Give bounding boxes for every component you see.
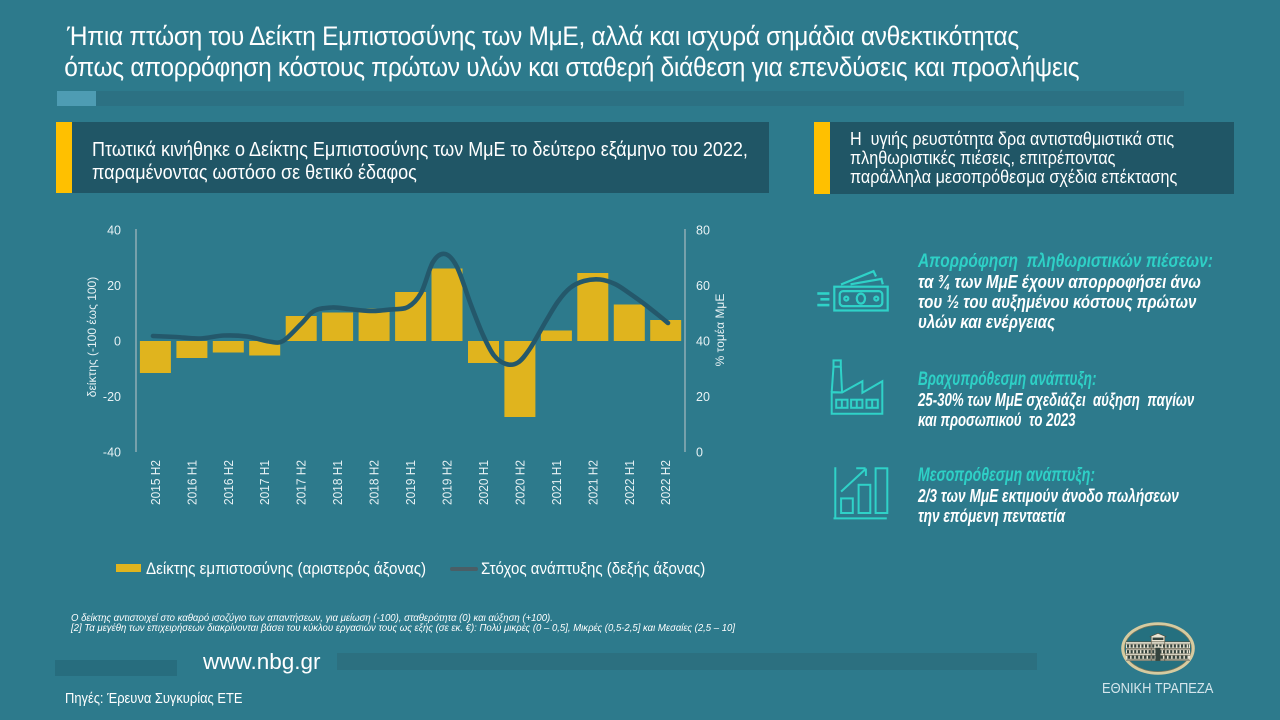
svg-text:2020 H1: 2020 H1	[476, 460, 491, 505]
svg-text:20: 20	[107, 279, 121, 293]
svg-text:2019 H2: 2019 H2	[440, 460, 455, 505]
svg-text:60: 60	[696, 279, 710, 293]
svg-text:20: 20	[696, 390, 710, 404]
svg-text:40: 40	[696, 335, 710, 349]
svg-text:2021 H2: 2021 H2	[585, 460, 600, 505]
svg-text:2015 H2: 2015 H2	[148, 460, 163, 505]
svg-text:2016 H1: 2016 H1	[184, 460, 199, 505]
svg-text:0: 0	[114, 335, 121, 349]
svg-text:% τομέα ΜμΕ: % τομέα ΜμΕ	[713, 294, 727, 367]
svg-text:2016 H2: 2016 H2	[221, 460, 236, 505]
svg-text:2022 H1: 2022 H1	[622, 460, 637, 505]
svg-text:-20: -20	[103, 390, 121, 404]
svg-text:2018 H2: 2018 H2	[367, 460, 382, 505]
svg-text:2022 H2: 2022 H2	[658, 460, 673, 505]
svg-text:2018 H1: 2018 H1	[330, 460, 345, 505]
svg-text:-40: -40	[103, 446, 121, 460]
svg-text:2017 H1: 2017 H1	[257, 460, 272, 505]
svg-text:δείκτης (-100 έως 100): δείκτης (-100 έως 100)	[85, 277, 99, 397]
svg-text:2020 H2: 2020 H2	[512, 460, 527, 505]
svg-text:2019 H1: 2019 H1	[403, 460, 418, 505]
svg-text:80: 80	[696, 224, 710, 238]
svg-text:0: 0	[696, 446, 703, 460]
svg-text:2017 H2: 2017 H2	[294, 460, 309, 505]
svg-text:2021 H1: 2021 H1	[549, 460, 564, 505]
svg-text:40: 40	[107, 224, 121, 238]
